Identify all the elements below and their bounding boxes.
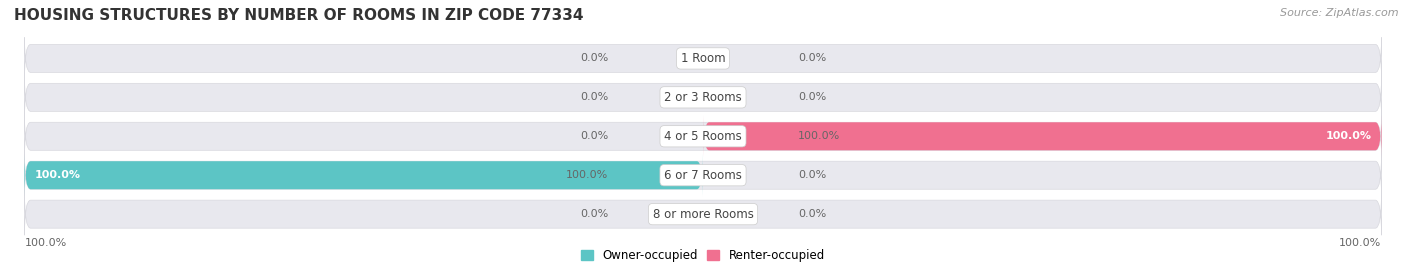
Text: 0.0%: 0.0% bbox=[579, 209, 607, 219]
Text: 0.0%: 0.0% bbox=[579, 92, 607, 102]
Text: 100.0%: 100.0% bbox=[35, 170, 80, 180]
Text: 0.0%: 0.0% bbox=[799, 53, 827, 63]
Text: 0.0%: 0.0% bbox=[799, 92, 827, 102]
FancyBboxPatch shape bbox=[703, 115, 1382, 157]
FancyBboxPatch shape bbox=[24, 154, 703, 196]
Text: 100.0%: 100.0% bbox=[799, 131, 841, 141]
Text: 8 or more Rooms: 8 or more Rooms bbox=[652, 208, 754, 221]
Text: 0.0%: 0.0% bbox=[579, 53, 607, 63]
Text: 100.0%: 100.0% bbox=[1340, 238, 1382, 248]
Text: 1 Room: 1 Room bbox=[681, 52, 725, 65]
Text: 2 or 3 Rooms: 2 or 3 Rooms bbox=[664, 91, 742, 104]
Text: 100.0%: 100.0% bbox=[565, 170, 607, 180]
Text: 0.0%: 0.0% bbox=[579, 131, 607, 141]
Text: 0.0%: 0.0% bbox=[799, 209, 827, 219]
Text: Source: ZipAtlas.com: Source: ZipAtlas.com bbox=[1281, 8, 1399, 18]
FancyBboxPatch shape bbox=[24, 154, 1382, 196]
FancyBboxPatch shape bbox=[24, 115, 1382, 157]
Text: 100.0%: 100.0% bbox=[24, 238, 66, 248]
FancyBboxPatch shape bbox=[24, 76, 1382, 118]
Text: 0.0%: 0.0% bbox=[799, 170, 827, 180]
Legend: Owner-occupied, Renter-occupied: Owner-occupied, Renter-occupied bbox=[576, 244, 830, 267]
FancyBboxPatch shape bbox=[24, 38, 1382, 79]
Text: 100.0%: 100.0% bbox=[1326, 131, 1371, 141]
Text: 6 or 7 Rooms: 6 or 7 Rooms bbox=[664, 169, 742, 182]
FancyBboxPatch shape bbox=[24, 193, 1382, 235]
Text: 4 or 5 Rooms: 4 or 5 Rooms bbox=[664, 130, 742, 143]
Text: HOUSING STRUCTURES BY NUMBER OF ROOMS IN ZIP CODE 77334: HOUSING STRUCTURES BY NUMBER OF ROOMS IN… bbox=[14, 8, 583, 23]
